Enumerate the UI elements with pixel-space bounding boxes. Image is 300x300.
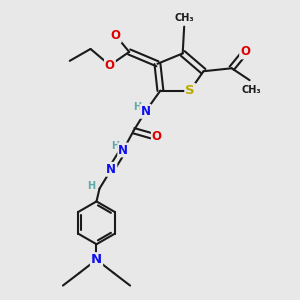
Text: N: N xyxy=(118,143,128,157)
Text: O: O xyxy=(111,29,121,42)
Text: H: H xyxy=(87,181,95,191)
Text: O: O xyxy=(105,59,115,72)
Text: N: N xyxy=(106,163,116,176)
Text: CH₃: CH₃ xyxy=(174,13,194,23)
Text: N: N xyxy=(140,105,151,118)
Text: O: O xyxy=(240,45,250,58)
Text: O: O xyxy=(152,130,162,143)
Text: N: N xyxy=(91,253,102,266)
Text: S: S xyxy=(185,84,195,97)
Text: H: H xyxy=(133,102,141,112)
Text: H: H xyxy=(111,140,119,151)
Text: CH₃: CH₃ xyxy=(241,85,261,94)
